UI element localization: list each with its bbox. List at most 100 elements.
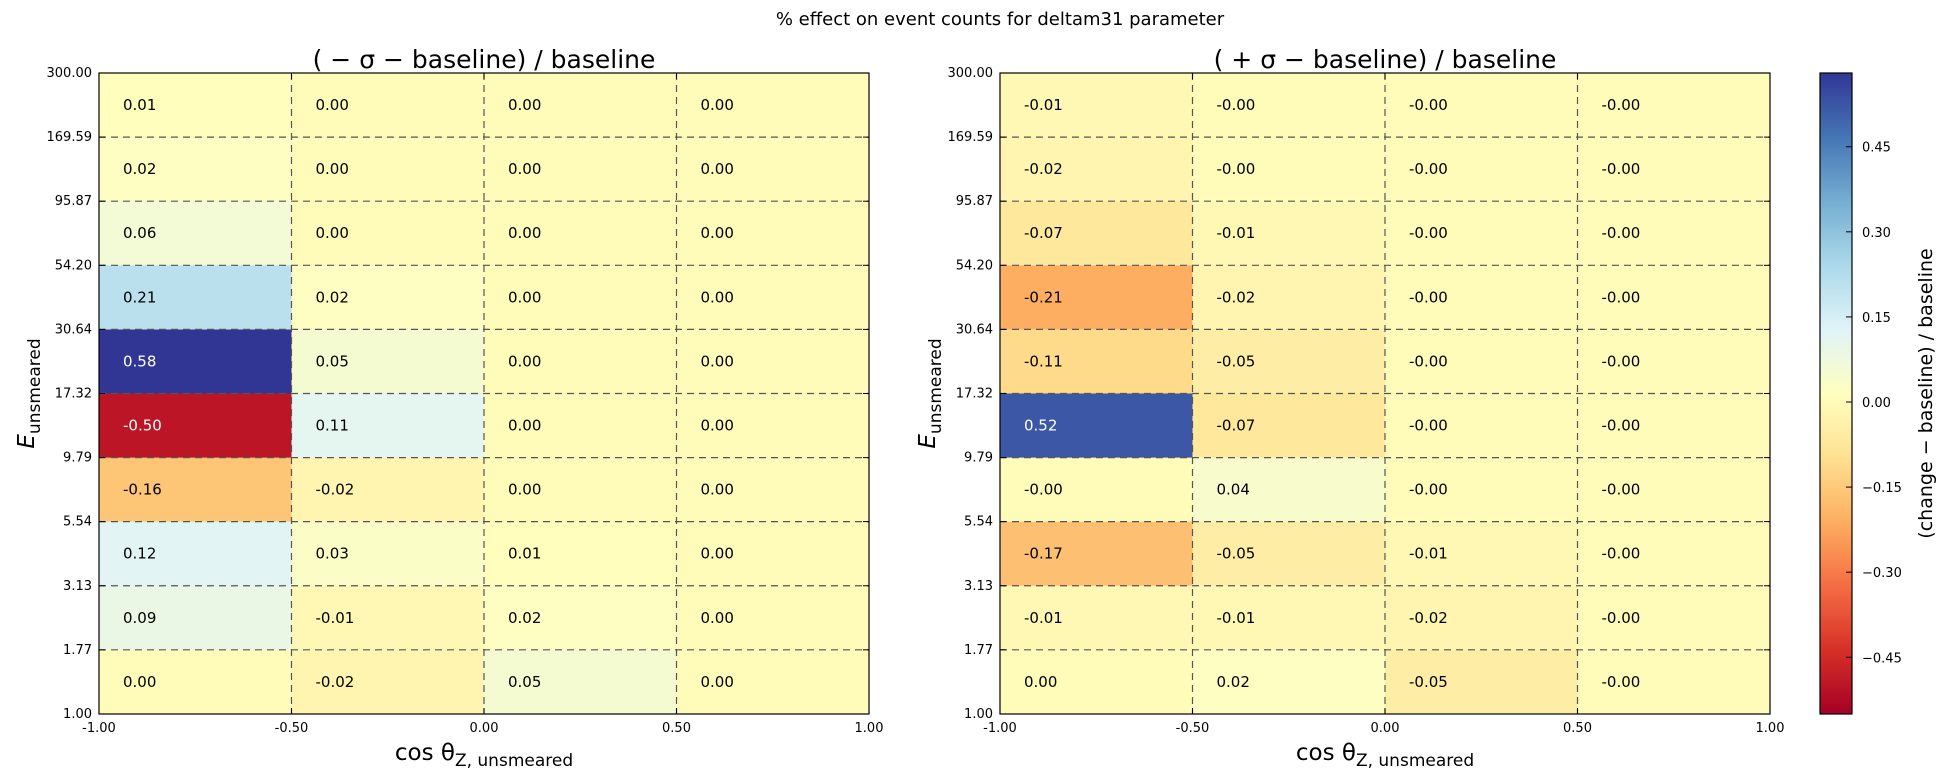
heatmap-cell xyxy=(1385,137,1578,202)
cell-value-label: 0.00 xyxy=(701,224,734,242)
heatmap-cell xyxy=(99,265,292,330)
cell-value-label: 0.00 xyxy=(508,288,541,306)
cell-value-label: -0.00 xyxy=(1409,352,1448,370)
cell-value-label: -0.05 xyxy=(1217,352,1256,370)
y-tick-label: 17.32 xyxy=(55,387,92,402)
cell-value-label: -0.00 xyxy=(1602,96,1641,114)
figure-suptitle: % effect on event counts for deltam31 pa… xyxy=(776,9,1225,30)
cell-value-label: -0.16 xyxy=(123,481,162,499)
heatmap-cell xyxy=(291,73,484,138)
heatmap-cell xyxy=(1577,393,1770,458)
heatmap-cell xyxy=(484,393,677,458)
cell-value-label: 0.00 xyxy=(508,160,541,178)
cell-value-label: 0.05 xyxy=(508,673,541,691)
heatmap-cell xyxy=(1577,137,1770,202)
heatmap-cell xyxy=(484,73,677,138)
panel-title: ( + σ − baseline) / baseline xyxy=(1214,45,1557,74)
cell-value-label: 0.00 xyxy=(701,96,734,114)
cell-value-label: -0.01 xyxy=(1217,224,1256,242)
x-tick-label: -0.50 xyxy=(275,721,309,736)
heatmap-cell xyxy=(676,521,869,586)
heatmap-cell xyxy=(484,265,677,330)
heatmap-cell xyxy=(1385,457,1578,522)
x-axis-label-main: cos θ xyxy=(395,740,455,766)
heatmap-cell xyxy=(1192,201,1385,266)
heatmap-cell xyxy=(291,265,484,330)
cell-value-label: -0.00 xyxy=(1602,417,1641,435)
heatmap-cell xyxy=(291,649,484,714)
heatmap-cell xyxy=(1577,585,1770,650)
cell-value-label: 0.00 xyxy=(701,352,734,370)
x-axis-label: cos θZ, unsmeared xyxy=(1296,740,1474,771)
y-tick-label: 169.59 xyxy=(47,130,93,145)
x-tick-label: 1.00 xyxy=(855,721,884,736)
heatmap-cell xyxy=(676,137,869,202)
y-tick-label: 30.64 xyxy=(956,322,993,337)
cell-value-label: 0.06 xyxy=(123,224,156,242)
heatmap-cell xyxy=(1192,265,1385,330)
x-tick-label: 0.00 xyxy=(1371,721,1400,736)
y-tick-label: 54.20 xyxy=(55,258,92,273)
cell-value-label: -0.00 xyxy=(1602,288,1641,306)
heatmap-cell xyxy=(99,137,292,202)
cell-value-label: 0.00 xyxy=(508,417,541,435)
cell-value-label: -0.00 xyxy=(1024,481,1063,499)
cell-value-label: 0.00 xyxy=(508,352,541,370)
cell-value-label: 0.00 xyxy=(701,160,734,178)
heatmap-cell xyxy=(1577,201,1770,266)
y-axis-label: Eunsmeared xyxy=(14,338,45,448)
cell-value-label: -0.07 xyxy=(1024,224,1063,242)
heatmap-cell xyxy=(676,649,869,714)
cell-value-label: 0.09 xyxy=(123,609,156,627)
heatmap-panel-minus-sigma: ( − σ − baseline) / baseline 0.00 -0.02 0.0… xyxy=(14,45,883,771)
cell-value-label: -0.00 xyxy=(1409,224,1448,242)
heatmap-cell xyxy=(1000,329,1193,394)
heatmap-cell xyxy=(1385,73,1578,138)
cell-value-label: 0.02 xyxy=(316,288,349,306)
heatmap-cell xyxy=(1192,73,1385,138)
heatmap-cell xyxy=(1577,521,1770,586)
heatmap-cell xyxy=(291,521,484,586)
heatmap-cell xyxy=(1000,137,1193,202)
heatmap-cell xyxy=(676,265,869,330)
heatmap-cell xyxy=(484,585,677,650)
x-tick-label: 1.00 xyxy=(1756,721,1785,736)
cell-value-label: 0.00 xyxy=(701,545,734,563)
heatmap-cell xyxy=(1385,265,1578,330)
cell-value-label: -0.00 xyxy=(1409,417,1448,435)
cell-value-label: -0.00 xyxy=(1602,160,1641,178)
cell-value-label: 0.12 xyxy=(123,545,156,563)
heatmap-cell xyxy=(484,457,677,522)
cell-value-label: -0.00 xyxy=(1409,288,1448,306)
heatmap-cell xyxy=(99,329,292,394)
y-tick-label: 1.77 xyxy=(63,643,92,658)
x-tick-label: 0.50 xyxy=(1563,721,1592,736)
cell-value-label: 0.04 xyxy=(1217,481,1250,499)
heatmap-cell xyxy=(1192,649,1385,714)
heatmap-cell xyxy=(291,137,484,202)
cell-value-label: 0.02 xyxy=(123,160,156,178)
cell-value-label: 0.00 xyxy=(316,96,349,114)
y-tick-label: 300.00 xyxy=(948,66,994,81)
cell-value-label: 0.21 xyxy=(123,288,156,306)
heatmap-cell xyxy=(99,521,292,586)
heatmap-cell xyxy=(1385,521,1578,586)
heatmap-cell xyxy=(1000,457,1193,522)
x-axis-label-subscript: Z, unsmeared xyxy=(1356,751,1474,771)
colorbar-tick-label: 0.15 xyxy=(1862,311,1891,326)
cell-value-label: -0.01 xyxy=(316,609,355,627)
heatmap-cell xyxy=(1000,393,1193,458)
cell-value-label: 0.00 xyxy=(508,224,541,242)
y-axis-label: Eunsmeared xyxy=(915,338,946,448)
cell-value-label: 0.11 xyxy=(316,417,349,435)
y-axis-label-subscript: unsmeared xyxy=(25,338,45,434)
heatmap-cell xyxy=(676,585,869,650)
cell-value-label: -0.17 xyxy=(1024,545,1063,563)
cell-value-label: -0.02 xyxy=(1024,160,1063,178)
cell-value-label: -0.50 xyxy=(123,417,162,435)
heatmap-cell xyxy=(1000,265,1193,330)
heatmap-cell xyxy=(291,201,484,266)
x-tick-label: -1.00 xyxy=(82,721,116,736)
y-tick-label: 9.79 xyxy=(63,451,92,466)
cell-value-label: 0.00 xyxy=(701,288,734,306)
